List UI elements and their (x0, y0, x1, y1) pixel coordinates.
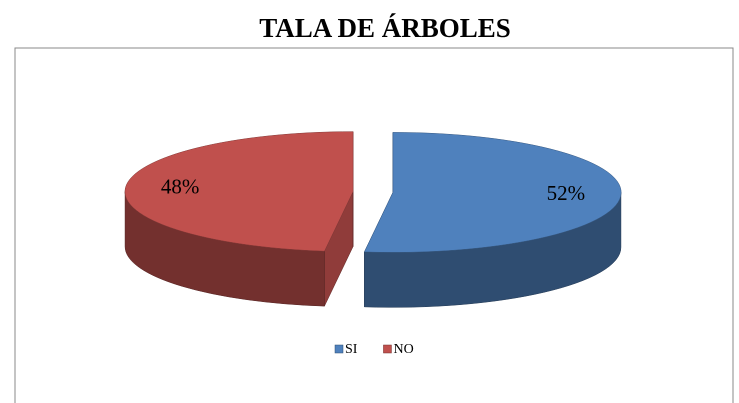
data-label: 48% (161, 175, 200, 199)
legend-swatch (383, 344, 392, 354)
legend-label: SI (345, 342, 358, 357)
chart-title: TALA DE ÁRBOLES (259, 13, 511, 43)
slice (124, 131, 354, 252)
slice (363, 132, 622, 253)
legend-label: NO (393, 342, 413, 357)
chart-border (14, 47, 734, 403)
legend-swatch (334, 344, 344, 354)
data-label: 52% (547, 181, 586, 205)
